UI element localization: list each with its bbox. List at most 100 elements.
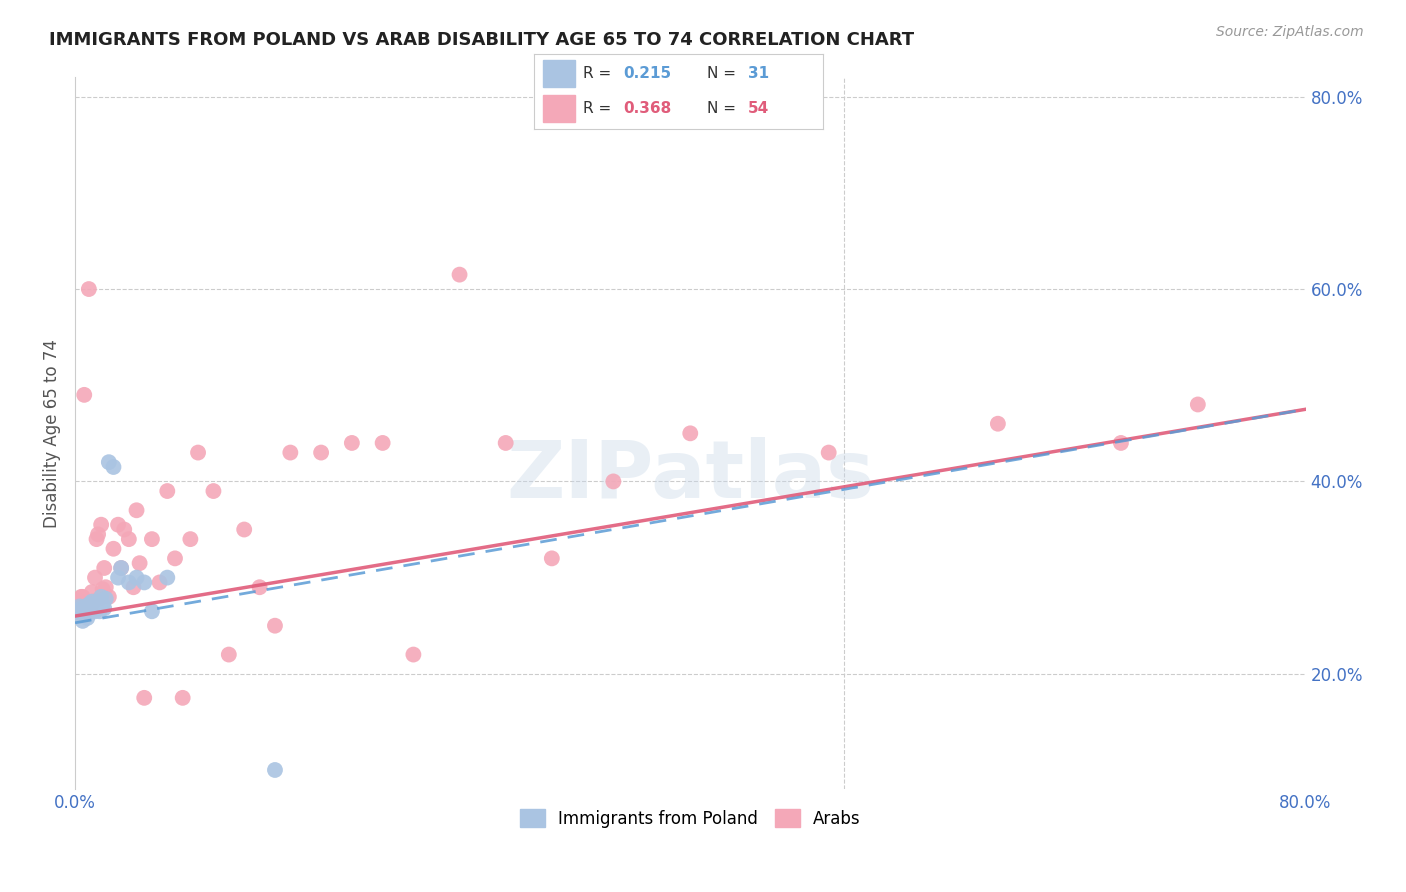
Point [69, 599, 91, 614]
Point [134, 690, 156, 705]
Point [340, 436, 363, 450]
Point [84, 604, 107, 618]
Text: R =: R = [583, 66, 616, 81]
Point [94, 580, 117, 594]
Point [90, 590, 112, 604]
Point [87, 527, 110, 541]
Point [77, 598, 100, 612]
Point [122, 580, 145, 594]
Point [110, 561, 132, 575]
Text: 54: 54 [748, 101, 769, 116]
Point [70, 590, 93, 604]
Legend: Immigrants from Poland, Arabs: Immigrants from Poland, Arabs [513, 803, 868, 834]
Point [72, 614, 94, 628]
Point [75, 604, 97, 618]
Point [87, 595, 110, 609]
Point [73, 388, 96, 402]
Point [540, 551, 562, 566]
Bar [543, 61, 575, 87]
Point [91, 598, 114, 612]
Point [134, 575, 156, 590]
Bar [543, 95, 575, 122]
Point [90, 517, 112, 532]
Point [82, 598, 104, 612]
Point [280, 445, 302, 459]
Point [402, 648, 425, 662]
Point [309, 445, 332, 459]
Point [67, 599, 90, 614]
Point [128, 556, 150, 570]
Point [118, 532, 141, 546]
Point [156, 571, 179, 585]
Point [97, 455, 120, 469]
Point [118, 575, 141, 590]
Point [1109, 436, 1132, 450]
Point [86, 601, 108, 615]
Point [84, 571, 107, 585]
Point [72, 590, 94, 604]
Point [233, 523, 256, 537]
Point [264, 618, 287, 632]
Text: 31: 31 [748, 66, 769, 81]
Point [163, 551, 186, 566]
Point [70, 601, 93, 615]
Point [125, 503, 148, 517]
Point [107, 517, 129, 532]
Point [987, 417, 1010, 431]
Point [264, 763, 287, 777]
Point [449, 268, 471, 282]
Point [82, 595, 104, 609]
Point [149, 575, 172, 590]
Point [202, 483, 225, 498]
Point [80, 585, 103, 599]
Point [65, 601, 87, 615]
Point [93, 561, 115, 575]
Y-axis label: Disability Age 65 to 74: Disability Age 65 to 74 [44, 339, 60, 528]
Text: 0.368: 0.368 [624, 101, 672, 116]
Text: ZIPatlas: ZIPatlas [506, 437, 875, 515]
Point [75, 599, 97, 614]
Text: N =: N = [707, 101, 741, 116]
Text: 0.215: 0.215 [624, 66, 672, 81]
Point [156, 483, 179, 498]
Point [73, 604, 96, 618]
Point [80, 595, 103, 609]
Point [94, 591, 117, 606]
Point [817, 445, 839, 459]
Point [107, 571, 129, 585]
Point [141, 604, 163, 618]
Point [179, 532, 201, 546]
Text: N =: N = [707, 66, 741, 81]
Point [76, 611, 98, 625]
Point [218, 648, 240, 662]
Point [602, 475, 624, 489]
Point [679, 426, 702, 441]
Point [187, 445, 209, 459]
Point [79, 601, 101, 615]
Point [97, 590, 120, 604]
Point [77, 282, 100, 296]
Point [371, 436, 394, 450]
Point [249, 580, 271, 594]
Point [75, 607, 97, 622]
Text: Source: ZipAtlas.com: Source: ZipAtlas.com [1216, 25, 1364, 39]
Point [103, 541, 125, 556]
Point [93, 601, 115, 615]
Point [141, 532, 163, 546]
Point [495, 436, 517, 450]
Point [89, 591, 111, 606]
Point [79, 604, 101, 618]
Point [67, 604, 90, 618]
Point [125, 571, 148, 585]
Point [89, 604, 111, 618]
Point [103, 460, 125, 475]
Point [1187, 397, 1209, 411]
Point [72, 609, 94, 624]
Point [67, 599, 90, 614]
Point [172, 690, 194, 705]
Text: IMMIGRANTS FROM POLAND VS ARAB DISABILITY AGE 65 TO 74 CORRELATION CHART: IMMIGRANTS FROM POLAND VS ARAB DISABILIT… [49, 31, 914, 49]
Point [76, 599, 98, 614]
Text: R =: R = [583, 101, 616, 116]
Point [91, 582, 114, 596]
Point [110, 561, 132, 575]
